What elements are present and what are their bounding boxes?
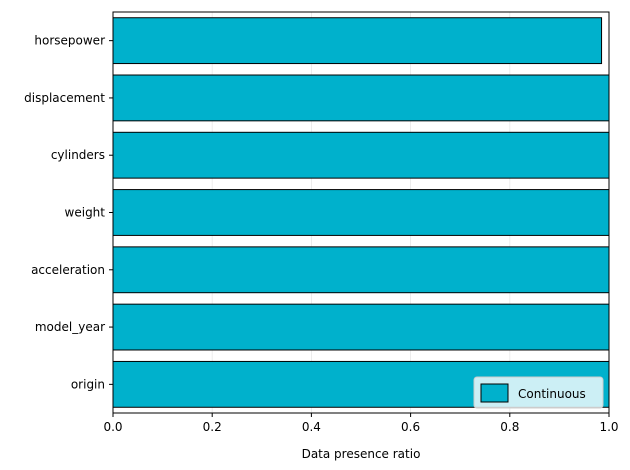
legend-swatch (480, 383, 509, 403)
y-tick-label: displacement (24, 91, 105, 105)
x-tick-label: 0.2 (203, 420, 222, 434)
bar-cylinders (112, 131, 610, 179)
y-axis: horsepower displacement cylinders weight acc… (24, 34, 113, 391)
bar-acceleration (112, 246, 610, 294)
x-tick-label: 0.4 (302, 420, 321, 434)
bars-group (112, 17, 610, 408)
x-tick-label: 0.0 (103, 420, 122, 434)
bar-horsepower (112, 17, 603, 65)
x-tick-label: 0.8 (500, 420, 519, 434)
bar-weight (112, 189, 610, 236)
y-tick-label: weight (65, 206, 106, 220)
y-tick-label: model_year (35, 320, 105, 334)
y-tick-label: horsepower (34, 34, 105, 48)
x-axis: 0.0 0.2 0.4 0.6 0.8 1.0 (103, 413, 619, 434)
x-tick-label: 1.0 (599, 420, 618, 434)
legend-label: Continuous (518, 387, 586, 401)
bar-displacement (112, 74, 610, 122)
legend: Continuous (473, 376, 604, 409)
y-tick-label: cylinders (51, 148, 105, 162)
x-tick-label: 0.6 (401, 420, 420, 434)
y-tick-label: origin (71, 377, 105, 391)
y-tick-label: acceleration (31, 263, 105, 277)
bar-model_year (112, 303, 610, 351)
x-axis-title: Data presence ratio (302, 447, 421, 461)
